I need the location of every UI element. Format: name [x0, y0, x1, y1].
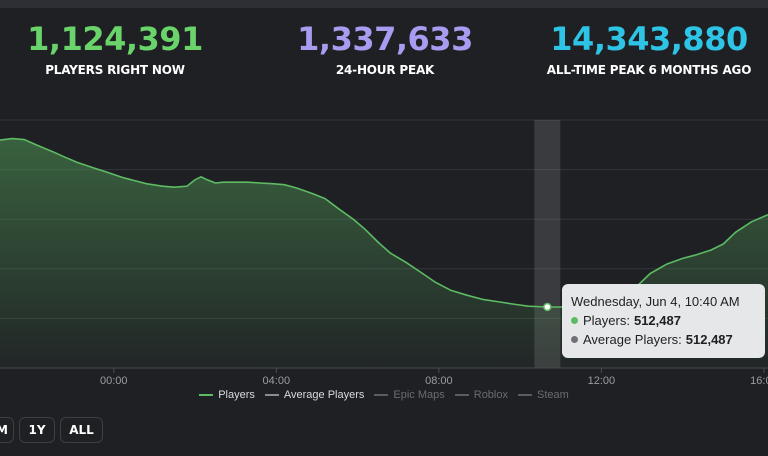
- range-button-1y[interactable]: 1Y: [19, 417, 55, 443]
- range-button-all[interactable]: ALL: [60, 417, 103, 443]
- legend-label-average-players: Average Players: [283, 389, 365, 401]
- chart-legend: Players Average Players Epic Maps Roblox…: [0, 389, 768, 401]
- legend-swatch-steam: [518, 394, 532, 396]
- x-tick-label: 04:00: [263, 375, 291, 387]
- legend-swatch-average-players: [264, 394, 279, 396]
- stat-all-time-peak: 14,343,880 ALL-TIME PEAK 6 MONTHS AGO: [538, 20, 760, 78]
- tooltip-players-row: Players: 512,487: [571, 311, 756, 330]
- legend-item-roblox[interactable]: Roblox: [454, 389, 508, 401]
- tooltip-average-label: Average Players:: [583, 332, 682, 347]
- legend-item-players[interactable]: Players: [199, 389, 255, 401]
- stat-players-now-label: PLAYERS RIGHT NOW: [45, 63, 185, 77]
- players-dot-icon: [571, 317, 578, 324]
- hover-point: [543, 302, 552, 312]
- stat-all-time-peak-label: ALL-TIME PEAK 6 MONTHS AGO: [546, 63, 752, 77]
- stat-24-hour-peak-label: 24-HOUR PEAK: [335, 63, 435, 77]
- stat-24-hour-peak-value: 1,337,633: [297, 20, 473, 58]
- legend-label-players: Players: [218, 389, 255, 401]
- legend-label-epic-maps: Epic Maps: [393, 389, 445, 401]
- x-tick-label: 12:00: [588, 375, 616, 387]
- range-button-month[interactable]: M: [0, 417, 14, 443]
- legend-swatch-players: [199, 394, 214, 396]
- average-dot-icon: [571, 336, 578, 343]
- legend-label-steam: Steam: [537, 389, 569, 401]
- x-tick-label: 00:00: [100, 375, 128, 387]
- legend-swatch-roblox: [454, 394, 469, 396]
- tooltip-players-label: Players:: [583, 313, 630, 328]
- x-tick-label: 08:00: [425, 375, 453, 387]
- stat-players-now-value: 1,124,391: [27, 20, 203, 58]
- legend-label-roblox: Roblox: [473, 389, 508, 401]
- stat-players-now: 1,124,391 PLAYERS RIGHT NOW: [10, 20, 220, 78]
- top-bar: [0, 0, 768, 8]
- x-tick-label: 16:00: [750, 375, 768, 387]
- legend-item-epic-maps[interactable]: Epic Maps: [374, 389, 445, 401]
- stat-all-time-peak-value: 14,343,880: [550, 20, 748, 58]
- legend-item-average-players[interactable]: Average Players: [264, 389, 365, 401]
- chart-tooltip: Wednesday, Jun 4, 10:40 AM Players: 512,…: [562, 284, 765, 358]
- tooltip-average-value: 512,487: [685, 332, 733, 347]
- tooltip-players-value: 512,487: [633, 313, 681, 328]
- legend-swatch-epic-maps: [374, 394, 389, 396]
- stat-24-hour-peak: 1,337,633 24-HOUR PEAK: [278, 20, 492, 78]
- tooltip-date: Wednesday, Jun 4, 10:40 AM: [571, 294, 740, 309]
- tooltip-average-row: Average Players: 512,487: [571, 330, 756, 349]
- legend-item-steam[interactable]: Steam: [518, 389, 569, 401]
